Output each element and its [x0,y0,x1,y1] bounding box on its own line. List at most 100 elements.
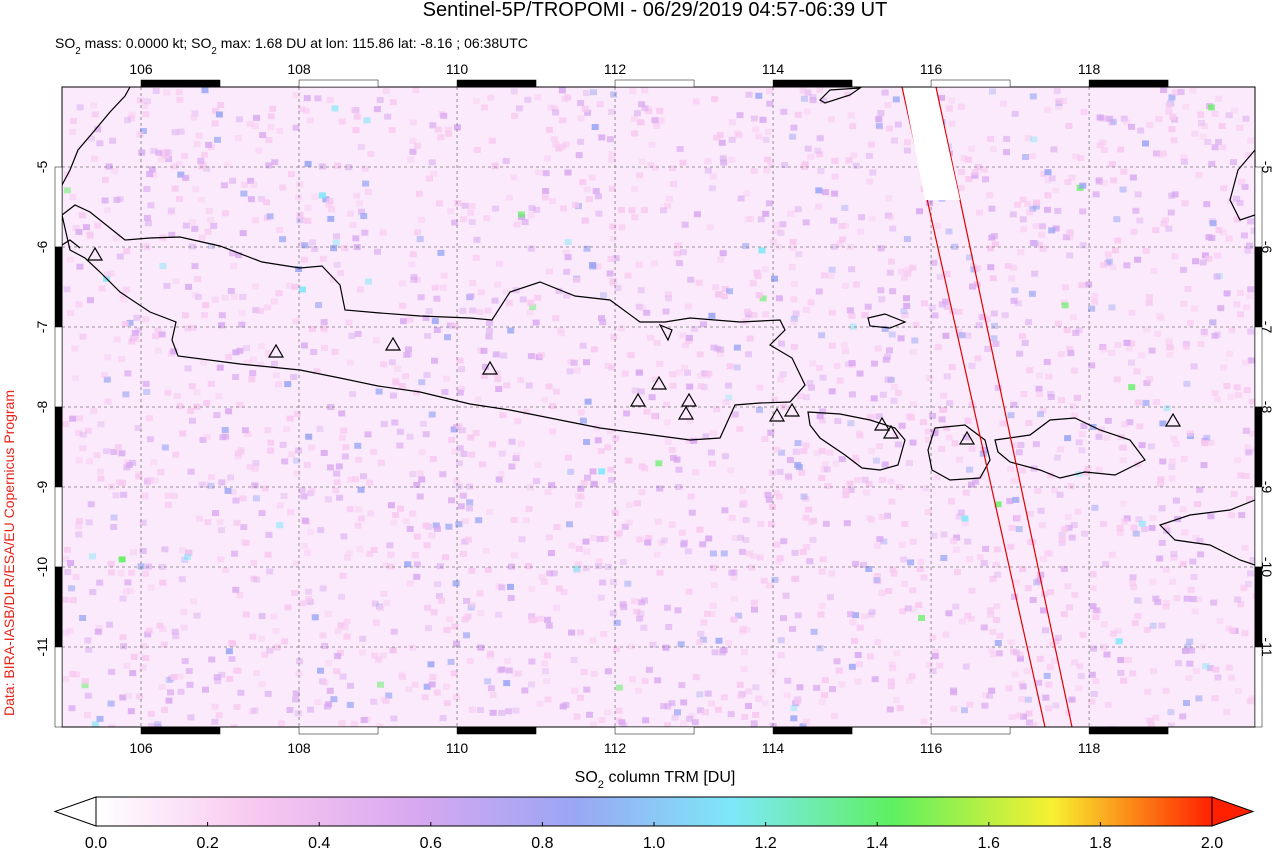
so2-pixel [1032,223,1040,230]
so2-pixel [100,371,108,378]
so2-pixel [1075,685,1083,692]
so2-pixel [466,658,474,665]
so2-pixel [505,667,513,674]
so2-pixel [924,428,932,435]
so2-pixel [413,481,421,488]
so2-pixel [217,102,225,108]
so2-pixel [1047,390,1055,397]
so2-pixel [120,643,128,650]
so2-pixel [189,324,197,331]
axes: 1061061081081101101121121141141161161181… [34,61,1272,756]
so2-pixel [1234,392,1242,399]
so2-pixel [78,212,86,219]
so2-pixel [366,550,374,557]
so2-pixel [467,209,475,216]
so2-pixel [966,701,974,708]
so2-pixel [848,312,856,319]
so2-pixel [451,623,459,630]
so2-pixel [137,563,145,570]
so2-pixel [836,377,844,384]
so2-pixel [1145,299,1153,306]
so2-pixel [604,362,612,369]
so2-pixel [380,696,388,703]
volcanoes [86,246,1182,445]
so2-pixel [151,477,159,484]
so2-pixel [184,365,192,372]
so2-pixel [608,156,616,163]
so2-pixel [525,382,533,389]
so2-pixel [370,698,378,705]
so2-pixel [929,412,936,419]
so2-pixel [1109,264,1117,271]
so2-pixel [144,220,152,227]
so2-pixel [609,610,617,617]
y-tick-label: -7 [34,321,50,334]
so2-pixel [1011,671,1019,678]
so2-pixel [817,611,825,618]
so2-pixel [234,450,242,457]
so2-pixel [663,401,670,408]
so2-pixel [261,485,269,492]
so2-pixel [225,354,233,360]
so2-pixel [225,408,233,415]
so2-pixel [69,194,77,200]
so2-pixel [887,683,895,690]
so2-pixel [607,109,615,115]
so2-pixel [932,648,939,655]
so2-pixel [794,462,802,468]
so2-pixel [566,368,574,375]
so2-pixel [84,692,92,699]
so2-pixel [525,563,533,570]
so2-pixel [1090,691,1098,697]
so2-pixel [455,521,463,528]
so2-pixel [389,99,397,106]
so2-pixel [328,206,336,213]
so2-pixel [527,212,535,219]
so2-pixel [1163,600,1171,606]
so2-pixel [1158,505,1166,512]
so2-pixel [202,686,209,693]
so2-pixel [1180,154,1188,160]
so2-pixel [1129,670,1137,677]
so2-pixel [791,549,799,556]
so2-pixel [630,130,638,137]
so2-pixel [1165,225,1173,232]
so2-pixel [517,440,525,447]
so2-pixel [729,119,736,126]
so2-pixel [820,466,828,473]
so2-pixel [553,524,561,530]
so2-pixel [188,383,196,390]
frame-segment [456,79,537,88]
so2-pixel [776,468,784,475]
so2-pixel [590,721,597,727]
so2-pixel [586,711,593,718]
so2-pixel [656,485,664,492]
so2-pixel [1196,537,1204,544]
so2-pixel [1048,227,1056,234]
coastline [819,87,863,104]
so2-pixel [164,389,172,396]
so2-pixel [816,135,824,142]
so2-pixel [547,550,555,557]
so2-pixel [1092,607,1100,614]
so2-pixel [773,446,781,453]
so2-pixel [287,171,295,178]
so2-pixel [595,558,603,565]
so2-pixel [467,604,475,611]
so2-pixel [136,131,144,138]
so2-pixel [557,330,565,337]
so2-pixel [996,632,1004,639]
so2-pixel [451,322,459,329]
so2-pixel [332,239,340,246]
so2-pixel [627,643,635,650]
so2-pixel [545,383,553,390]
so2-pixel [555,585,563,592]
so2-pixel [303,461,311,468]
so2-pixel [345,549,353,556]
so2-pixel [777,376,785,383]
so2-pixel [252,283,259,290]
so2-pixel [350,720,358,727]
so2-pixel [457,385,465,392]
so2-pixel [214,678,222,685]
